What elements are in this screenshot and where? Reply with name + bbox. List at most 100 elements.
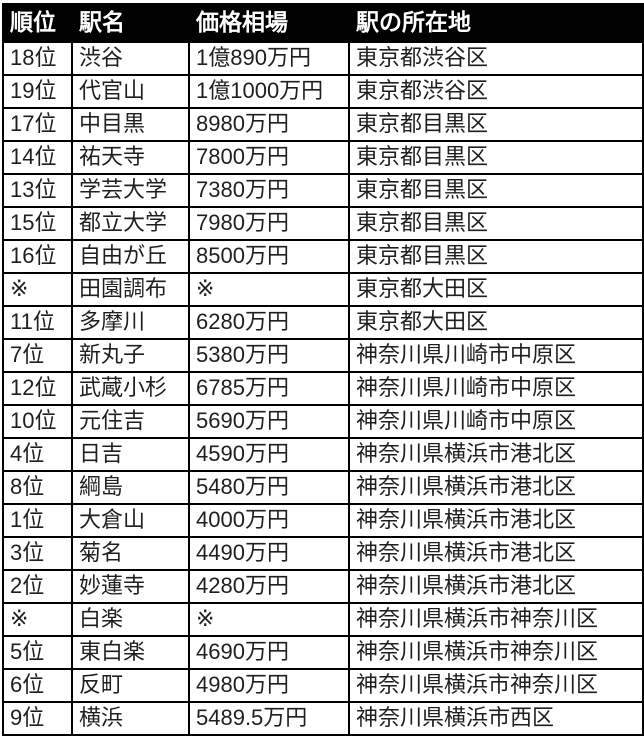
table-row: ※ 白楽 ※ 神奈川県横浜市神奈川区 [2, 602, 644, 637]
cell-price: 7800万円 [188, 140, 350, 175]
cell-price: 5690万円 [188, 404, 350, 439]
cell-price: 4590万円 [188, 437, 350, 472]
cell-price: 4980万円 [188, 668, 350, 703]
cell-location: 東京都目黒区 [348, 239, 644, 274]
table-row: 4位 日吉 4590万円 神奈川県横浜市港北区 [2, 437, 644, 472]
cell-station-name: 自由が丘 [71, 239, 190, 274]
cell-location: 東京都目黒区 [348, 206, 644, 241]
cell-rank: 5位 [2, 635, 73, 670]
table-row: 18位 渋谷 1億890万円 東京都渋谷区 [2, 41, 644, 76]
column-header-rank: 順位 [2, 3, 73, 43]
cell-price: 7980万円 [188, 206, 350, 241]
cell-location: 神奈川県横浜市神奈川区 [348, 668, 644, 703]
cell-station-name: 学芸大学 [71, 173, 190, 208]
table-row: 6位 反町 4980万円 神奈川県横浜市神奈川区 [2, 668, 644, 703]
cell-station-name: 妙蓮寺 [71, 569, 190, 604]
table-row: 15位 都立大学 7980万円 東京都目黒区 [2, 206, 644, 241]
cell-station-name: 横浜 [71, 701, 190, 736]
cell-station-name: 大倉山 [71, 503, 190, 538]
cell-rank: 10位 [2, 404, 73, 439]
cell-location: 東京都目黒区 [348, 173, 644, 208]
cell-price: 7380万円 [188, 173, 350, 208]
table-row: 12位 武蔵小杉 6785万円 神奈川県川崎市中原区 [2, 371, 644, 406]
cell-location: 神奈川県川崎市中原区 [348, 371, 644, 406]
cell-rank: 6位 [2, 668, 73, 703]
cell-rank: 17位 [2, 107, 73, 142]
table-row: 7位 新丸子 5380万円 神奈川県川崎市中原区 [2, 338, 644, 373]
cell-rank: 11位 [2, 305, 73, 340]
cell-rank: ※ [2, 272, 73, 307]
cell-rank: 4位 [2, 437, 73, 472]
cell-station-name: 綱島 [71, 470, 190, 505]
cell-rank: ※ [2, 602, 73, 637]
cell-price: 4690万円 [188, 635, 350, 670]
cell-location: 神奈川県横浜市神奈川区 [348, 602, 644, 637]
cell-price: 5380万円 [188, 338, 350, 373]
cell-rank: 2位 [2, 569, 73, 604]
cell-location: 東京都大田区 [348, 305, 644, 340]
cell-station-name: 東白楽 [71, 635, 190, 670]
cell-location: 東京都目黒区 [348, 107, 644, 142]
cell-location: 東京都渋谷区 [348, 41, 644, 76]
cell-location: 神奈川県川崎市中原区 [348, 338, 644, 373]
table-row: 14位 祐天寺 7800万円 東京都目黒区 [2, 140, 644, 175]
cell-rank: 9位 [2, 701, 73, 736]
cell-location: 神奈川県横浜市神奈川区 [348, 635, 644, 670]
table-row: 2位 妙蓮寺 4280万円 神奈川県横浜市港北区 [2, 569, 644, 604]
table-row: 8位 綱島 5480万円 神奈川県横浜市港北区 [2, 470, 644, 505]
cell-rank: 16位 [2, 239, 73, 274]
cell-price: ※ [188, 272, 350, 307]
cell-location: 神奈川県横浜市港北区 [348, 503, 644, 538]
cell-rank: 19位 [2, 74, 73, 109]
cell-rank: 12位 [2, 371, 73, 406]
table-row: 9位 横浜 5489.5万円 神奈川県横浜市西区 [2, 701, 644, 736]
cell-location: 神奈川県横浜市西区 [348, 701, 644, 736]
cell-price: 5489.5万円 [188, 701, 350, 736]
cell-station-name: 元住吉 [71, 404, 190, 439]
header-row: 順位 駅名 価格相場 駅の所在地 [2, 3, 644, 43]
table-row: 11位 多摩川 6280万円 東京都大田区 [2, 305, 644, 340]
cell-price: 6785万円 [188, 371, 350, 406]
table-row: 16位 自由が丘 8500万円 東京都目黒区 [2, 239, 644, 274]
table-row: 10位 元住吉 5690万円 神奈川県川崎市中原区 [2, 404, 644, 439]
cell-station-name: 多摩川 [71, 305, 190, 340]
cell-station-name: 渋谷 [71, 41, 190, 76]
cell-price: 4490万円 [188, 536, 350, 571]
cell-price: 4000万円 [188, 503, 350, 538]
cell-station-name: 新丸子 [71, 338, 190, 373]
cell-location: 東京都目黒区 [348, 140, 644, 175]
table-row: 3位 菊名 4490万円 神奈川県横浜市港北区 [2, 536, 644, 571]
cell-price: 1億1000万円 [188, 74, 350, 109]
cell-station-name: 反町 [71, 668, 190, 703]
cell-location: 東京都渋谷区 [348, 74, 644, 109]
cell-rank: 1位 [2, 503, 73, 538]
cell-station-name: 中目黒 [71, 107, 190, 142]
cell-rank: 8位 [2, 470, 73, 505]
cell-rank: 3位 [2, 536, 73, 571]
cell-location: 神奈川県横浜市港北区 [348, 536, 644, 571]
cell-location: 神奈川県横浜市港北区 [348, 437, 644, 472]
cell-price: 8980万円 [188, 107, 350, 142]
table-row: 1位 大倉山 4000万円 神奈川県横浜市港北区 [2, 503, 644, 538]
cell-price: 5480万円 [188, 470, 350, 505]
cell-station-name: 代官山 [71, 74, 190, 109]
cell-price: 1億890万円 [188, 41, 350, 76]
table-row: ※ 田園調布 ※ 東京都大田区 [2, 272, 644, 307]
cell-price: 4280万円 [188, 569, 350, 604]
column-header-location: 駅の所在地 [348, 3, 644, 43]
cell-station-name: 祐天寺 [71, 140, 190, 175]
cell-station-name: 武蔵小杉 [71, 371, 190, 406]
price-ranking-table: 順位 駅名 価格相場 駅の所在地 18位 渋谷 1億890万円 東京都渋谷区 19位 代官山 1億… [2, 3, 644, 736]
table-row: 13位 学芸大学 7380万円 東京都目黒区 [2, 173, 644, 208]
cell-location: 神奈川県横浜市港北区 [348, 569, 644, 604]
column-header-station-name: 駅名 [71, 3, 190, 43]
cell-location: 神奈川県横浜市港北区 [348, 470, 644, 505]
table-row: 19位 代官山 1億1000万円 東京都渋谷区 [2, 74, 644, 109]
cell-price: 6280万円 [188, 305, 350, 340]
cell-rank: 13位 [2, 173, 73, 208]
cell-station-name: 都立大学 [71, 206, 190, 241]
cell-station-name: 菊名 [71, 536, 190, 571]
cell-location: 東京都大田区 [348, 272, 644, 307]
cell-rank: 7位 [2, 338, 73, 373]
